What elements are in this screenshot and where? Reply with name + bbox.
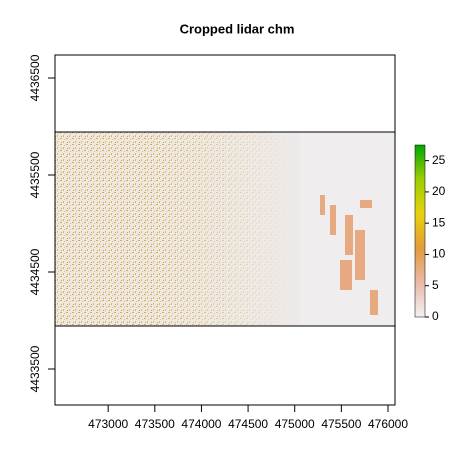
colorbar-tick-label: 0 <box>432 309 439 323</box>
y-tick-label: 4434500 <box>28 248 42 295</box>
y-tick-label: 4435500 <box>28 151 42 198</box>
y-tick-label: 4436500 <box>28 54 42 101</box>
raster <box>55 132 395 326</box>
x-tick-label: 475000 <box>275 417 315 431</box>
x-tick-label: 474500 <box>228 417 268 431</box>
x-tick-label: 473500 <box>135 417 175 431</box>
colorbar-tick-label: 10 <box>432 247 446 261</box>
colorbar-tick-label: 15 <box>432 215 446 229</box>
colorbar-tick-label: 25 <box>432 153 446 167</box>
chart-title: Cropped lidar chm <box>180 21 295 36</box>
y-tick-label: 4433500 <box>28 345 42 392</box>
colorbar <box>414 144 426 318</box>
x-tick-label: 475500 <box>321 417 361 431</box>
colorbar-tick-label: 20 <box>432 184 446 198</box>
x-tick-label: 474000 <box>181 417 221 431</box>
colorbar-tick-label: 5 <box>432 278 439 292</box>
x-tick-label: 473000 <box>88 417 128 431</box>
x-tick-label: 476000 <box>368 417 408 431</box>
